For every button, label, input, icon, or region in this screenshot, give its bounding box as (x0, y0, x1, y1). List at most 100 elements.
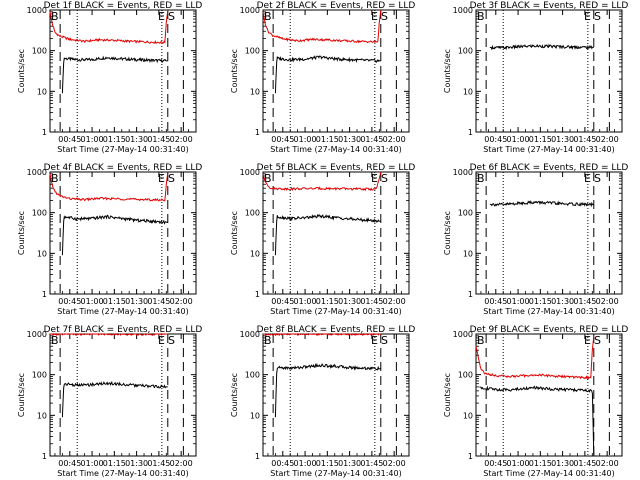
y-tick-label: 10 (37, 249, 47, 258)
y-tick-label: 1 (255, 290, 260, 299)
marker-b: B (477, 334, 485, 347)
y-tick-label: 100 (458, 209, 473, 218)
panel-title: Det 5f BLACK = Events, RED = LLD (257, 163, 416, 173)
x-tick-label: 00:45 (58, 459, 81, 468)
x-tick-label: 01:00 (81, 135, 104, 144)
marker-e: E (371, 172, 378, 185)
x-tick-label: 01:30 (338, 135, 361, 144)
series-events-line (274, 362, 381, 418)
y-tick-label: 100 (245, 209, 260, 218)
x-axis-label: Start Time (27-May-14 00:31:40) (57, 307, 188, 316)
panel-title: Det 7f BLACK = Events, RED = LLD (44, 325, 203, 335)
panel-det-6: Det 6f BLACK = Events, RED = LLD 1 10 100 10… (443, 163, 628, 316)
x-tick-label: 00:45 (484, 459, 507, 468)
panel-title: Det 9f BLACK = Events, RED = LLD (470, 325, 629, 335)
x-tick-label: 01:15 (529, 297, 552, 306)
panel-det-5: Det 5f BLACK = Events, RED = LLD 1 10 100 10… (230, 163, 415, 316)
y-tick-label: 1 (468, 452, 473, 461)
y-tick-label: 100 (32, 371, 47, 380)
y-tick-label: 1000 (453, 168, 473, 177)
plot-frame (475, 171, 623, 295)
marker-e: E (371, 10, 378, 23)
y-tick-label: 1000 (453, 330, 473, 339)
x-axis-label: Start Time (27-May-14 00:31:40) (483, 469, 614, 478)
plot-frame (475, 9, 623, 133)
series-events-line (61, 380, 168, 418)
marker-s: S (594, 10, 601, 23)
series-events-line (61, 55, 168, 94)
x-axis-label: Start Time (27-May-14 00:31:40) (270, 145, 401, 154)
y-tick-label: 1 (42, 452, 47, 461)
marker-s: S (381, 172, 388, 185)
marker-s: S (594, 334, 601, 347)
x-tick-label: 02:00 (596, 135, 619, 144)
marker-e: E (158, 334, 165, 347)
panel-title: Det 3f BLACK = Events, RED = LLD (470, 1, 629, 11)
y-tick-label: 1 (42, 290, 47, 299)
panel-title: Det 2f BLACK = Events, RED = LLD (257, 1, 416, 11)
marker-e: E (584, 172, 591, 185)
panel-det-1: Det 1f BLACK = Events, RED = LLD 1 10 100 10… (17, 1, 202, 154)
y-tick-label: 100 (458, 371, 473, 380)
series-lld-line (262, 171, 382, 192)
x-tick-label: 01:30 (551, 459, 574, 468)
series-lld-line (475, 335, 595, 380)
marker-b: B (51, 10, 59, 23)
y-tick-label: 100 (245, 371, 260, 380)
x-tick-label: 00:45 (271, 459, 294, 468)
panel-title: Det 8f BLACK = Events, RED = LLD (257, 325, 416, 335)
y-tick-label: 1 (468, 290, 473, 299)
y-tick-label: 1000 (453, 6, 473, 15)
marker-b: B (264, 10, 272, 23)
marker-e: E (371, 334, 378, 347)
x-axis-label: Start Time (27-May-14 00:31:40) (270, 469, 401, 478)
y-axis-label: Counts/sec (443, 373, 452, 417)
y-tick-label: 1000 (240, 6, 260, 15)
marker-b: B (51, 334, 59, 347)
x-tick-label: 02:00 (596, 459, 619, 468)
x-tick-label: 01:45 (360, 297, 383, 306)
marker-s: S (168, 10, 175, 23)
panel-det-8: Det 8f BLACK = Events, RED = LLD 1 10 100 10… (230, 325, 415, 478)
marker-s: S (381, 334, 388, 347)
x-tick-label: 01:15 (103, 297, 126, 306)
y-axis-label: Counts/sec (17, 49, 26, 93)
x-tick-label: 01:15 (103, 459, 126, 468)
x-tick-label: 01:45 (573, 459, 596, 468)
panel-det-3: Det 3f BLACK = Events, RED = LLD 1 10 100 10… (443, 1, 628, 154)
x-axis-label: Start Time (27-May-14 00:31:40) (483, 145, 614, 154)
panel-det-9: Det 9f BLACK = Events, RED = LLD 1 10 100 10… (443, 325, 628, 478)
marker-e: E (584, 334, 591, 347)
x-tick-label: 01:15 (316, 459, 339, 468)
series-events-line (479, 385, 595, 457)
x-tick-label: 01:30 (125, 297, 148, 306)
series-events-line (274, 55, 381, 94)
panel-det-2: Det 2f BLACK = Events, RED = LLD 1 10 100 10… (230, 1, 415, 154)
x-tick-label: 01:15 (316, 135, 339, 144)
y-tick-label: 10 (463, 249, 473, 258)
y-tick-label: 10 (37, 87, 47, 96)
y-tick-label: 100 (32, 209, 47, 218)
y-axis-label: Counts/sec (443, 49, 452, 93)
series-events-line (274, 213, 381, 256)
y-axis-label: Counts/sec (443, 211, 452, 255)
panel-title: Det 6f BLACK = Events, RED = LLD (470, 163, 629, 173)
x-tick-label: 01:00 (294, 135, 317, 144)
marker-b: B (477, 172, 485, 185)
marker-e: E (584, 10, 591, 23)
x-tick-label: 00:45 (271, 135, 294, 144)
marker-e: E (158, 10, 165, 23)
x-tick-label: 01:30 (551, 135, 574, 144)
plot-frame (262, 171, 410, 295)
x-tick-label: 01:00 (81, 297, 104, 306)
plot-frame (262, 9, 410, 133)
y-tick-label: 1 (42, 128, 47, 137)
panel-title: Det 1f BLACK = Events, RED = LLD (44, 1, 203, 11)
x-tick-label: 01:30 (338, 297, 361, 306)
marker-b: B (264, 172, 272, 185)
x-axis-label: Start Time (27-May-14 00:31:40) (57, 469, 188, 478)
x-tick-label: 00:45 (58, 297, 81, 306)
x-tick-label: 00:45 (58, 135, 81, 144)
x-tick-label: 01:00 (294, 297, 317, 306)
